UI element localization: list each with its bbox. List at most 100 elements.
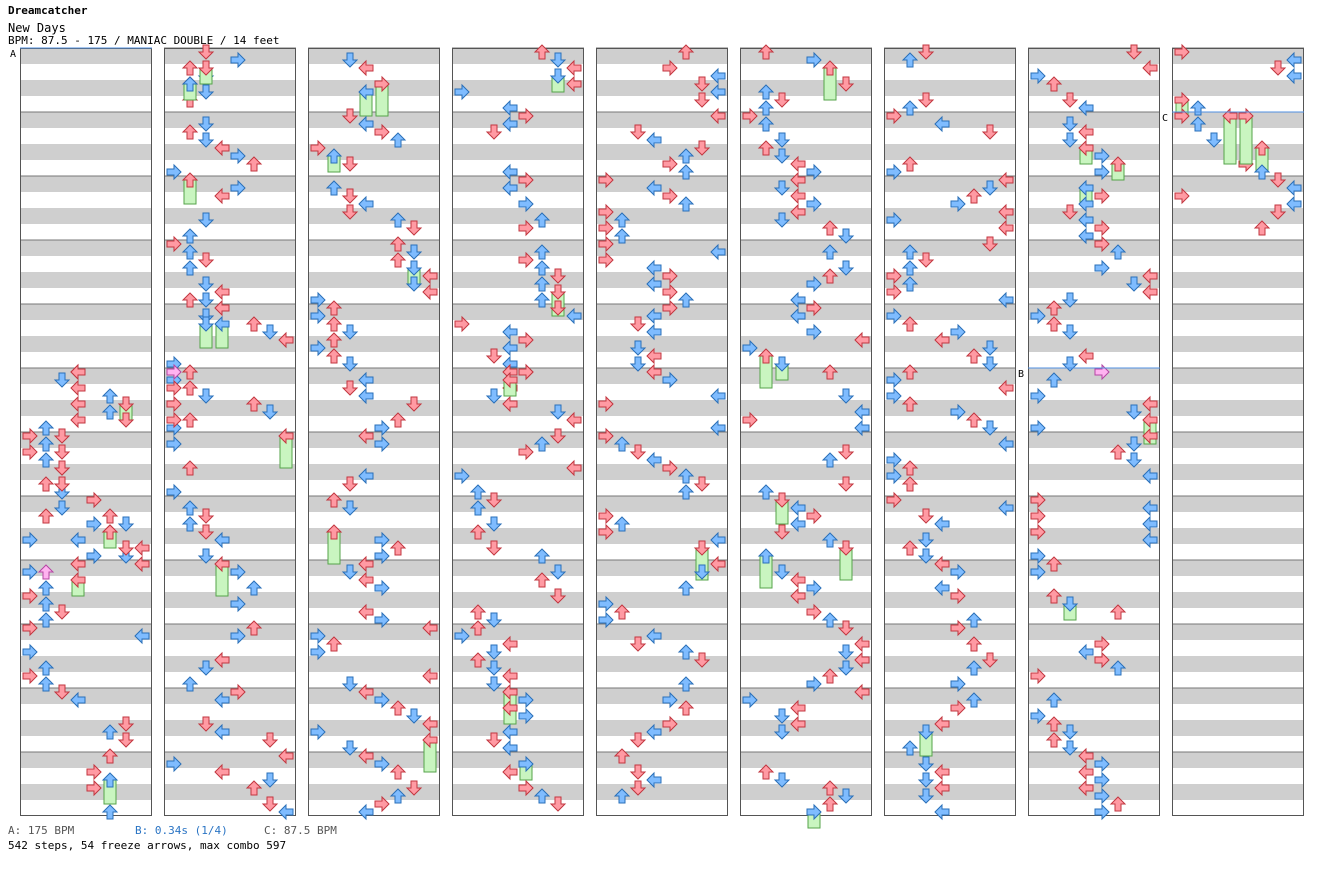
step-arrow	[693, 140, 711, 156]
beat-band	[20, 752, 152, 768]
step-arrow	[245, 620, 263, 636]
step-arrow	[197, 84, 215, 100]
step-arrow	[518, 107, 534, 125]
step-arrow	[613, 604, 631, 620]
beat-band	[1172, 496, 1304, 512]
step-arrow	[214, 299, 230, 317]
step-arrow	[965, 692, 983, 708]
step-arrow	[53, 500, 71, 516]
step-arrow	[965, 660, 983, 676]
beat-band	[452, 336, 584, 352]
step-arrow	[757, 764, 775, 780]
step-arrow	[37, 508, 55, 524]
beat-band	[452, 688, 584, 704]
step-arrow	[1061, 740, 1079, 756]
step-arrow	[325, 180, 343, 196]
step-arrow	[166, 435, 182, 453]
beat-band	[596, 784, 728, 800]
step-arrow	[502, 371, 518, 389]
step-arrow	[1286, 195, 1302, 213]
step-arrow	[518, 707, 534, 725]
step-arrow	[790, 515, 806, 533]
beat-band	[740, 528, 872, 544]
beat-band	[308, 208, 440, 224]
step-arrow	[549, 300, 567, 316]
step-arrow	[166, 411, 182, 429]
beat-band	[1172, 304, 1304, 320]
step-arrow	[677, 468, 695, 484]
step-arrow	[901, 244, 919, 260]
step-arrow	[965, 636, 983, 652]
step-arrow	[1142, 395, 1158, 413]
step-arrow	[278, 747, 294, 765]
beat-band	[740, 48, 872, 64]
step-arrow	[70, 411, 86, 429]
beat-band	[20, 784, 152, 800]
step-arrow	[181, 460, 199, 476]
beat-band	[1028, 400, 1160, 416]
step-arrow	[950, 403, 966, 421]
step-arrow	[502, 339, 518, 357]
step-arrow	[502, 763, 518, 781]
step-arrow	[901, 460, 919, 476]
step-arrow	[1253, 140, 1271, 156]
step-arrow	[981, 420, 999, 436]
step-arrow	[214, 187, 230, 205]
step-arrow	[901, 316, 919, 332]
beat-band	[452, 624, 584, 640]
step-arrow	[325, 492, 343, 508]
step-arrow	[358, 803, 374, 821]
beat-band	[1172, 176, 1304, 192]
step-arrow	[1045, 300, 1063, 316]
step-arrow	[790, 587, 806, 605]
beat-band	[1172, 560, 1304, 576]
step-arrow	[117, 540, 135, 556]
beat-band	[1172, 528, 1304, 544]
column-frame	[596, 48, 728, 816]
step-arrow	[181, 364, 199, 380]
beat-band	[596, 176, 728, 192]
beat-band	[884, 464, 1016, 480]
beat-band	[452, 368, 584, 384]
beat-band	[452, 272, 584, 288]
beat-band	[884, 240, 1016, 256]
beat-band	[884, 112, 1016, 128]
step-arrow	[773, 180, 791, 196]
step-arrow	[549, 796, 567, 812]
step-arrow	[1189, 116, 1207, 132]
beat-band	[308, 304, 440, 320]
step-arrow	[1030, 491, 1046, 509]
beat-band	[1028, 752, 1160, 768]
step-arrow	[742, 107, 758, 125]
step-arrow	[1078, 643, 1094, 661]
step-arrow	[22, 643, 38, 661]
step-arrow	[886, 307, 902, 325]
step-arrow	[757, 100, 775, 116]
step-arrow	[1045, 732, 1063, 748]
step-arrow	[1078, 779, 1094, 797]
beat-band	[452, 496, 584, 512]
step-arrow	[1142, 515, 1158, 533]
step-arrow	[1094, 803, 1110, 821]
step-arrow	[806, 275, 822, 293]
step-arrow	[469, 652, 487, 668]
step-arrow	[710, 419, 726, 437]
step-arrow	[166, 235, 182, 253]
step-arrow	[757, 548, 775, 564]
beat-band	[164, 464, 296, 480]
step-arrow	[22, 427, 38, 445]
step-arrow	[950, 699, 966, 717]
step-arrow	[358, 603, 374, 621]
beat-band	[20, 720, 152, 736]
legend-b: B: 0.34s (1/4)	[135, 824, 228, 837]
step-arrow	[1269, 172, 1287, 188]
step-arrow	[310, 643, 326, 661]
step-arrow	[181, 228, 199, 244]
step-arrow	[358, 387, 374, 405]
step-arrow	[806, 675, 822, 693]
step-arrow	[117, 732, 135, 748]
step-arrow	[1045, 372, 1063, 388]
beat-band	[596, 752, 728, 768]
step-arrow	[981, 124, 999, 140]
step-arrow	[181, 244, 199, 260]
